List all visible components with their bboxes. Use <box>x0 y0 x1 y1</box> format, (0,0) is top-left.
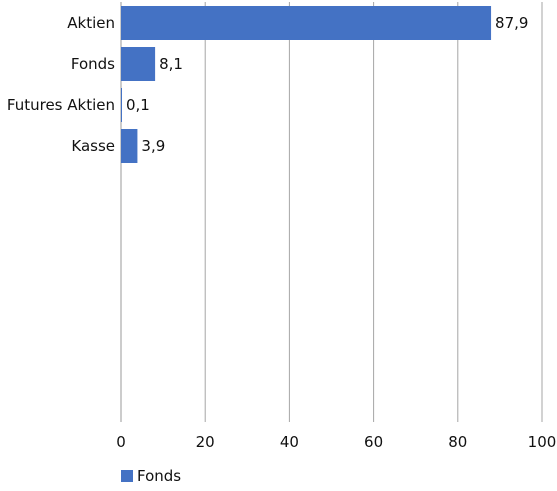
x-tick-label: 60 <box>364 433 383 451</box>
category-labels: Aktien Fonds Futures Aktien Kasse <box>7 14 115 155</box>
data-label: 3,9 <box>141 137 165 155</box>
x-tick-label: 100 <box>528 433 557 451</box>
category-label: Futures Aktien <box>7 96 115 114</box>
x-tick-label: 0 <box>116 433 126 451</box>
category-label: Aktien <box>67 14 115 32</box>
x-tick-label: 40 <box>280 433 299 451</box>
data-label: 87,9 <box>495 14 528 32</box>
gridlines <box>120 2 543 422</box>
bar <box>121 129 138 163</box>
bar <box>121 6 492 40</box>
data-label: 0,1 <box>126 96 150 114</box>
legend-label: Fonds <box>137 467 182 485</box>
x-tick-label: 20 <box>196 433 215 451</box>
category-label: Kasse <box>71 137 115 155</box>
x-axis-tick-labels: 0 20 40 60 80 100 <box>116 433 556 451</box>
category-label: Fonds <box>71 55 115 73</box>
legend: Fonds <box>121 467 181 485</box>
data-labels: 87,9 8,1 0,1 3,9 <box>126 14 528 155</box>
x-tick-label: 80 <box>448 433 467 451</box>
bar <box>121 88 122 122</box>
data-label: 8,1 <box>159 55 183 73</box>
bars <box>121 6 492 163</box>
legend-swatch <box>121 470 133 482</box>
bar <box>121 47 156 81</box>
